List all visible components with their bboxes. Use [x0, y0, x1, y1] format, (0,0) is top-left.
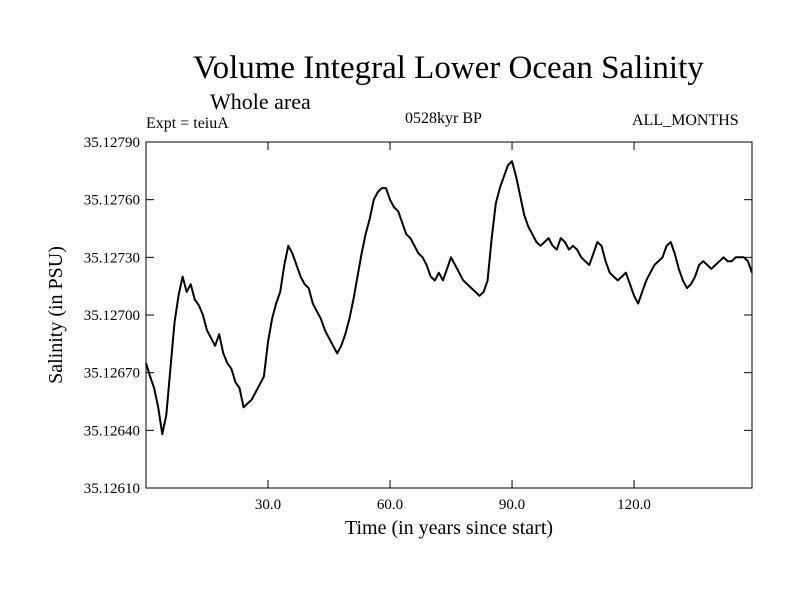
months-label: ALL_MONTHS: [632, 112, 739, 129]
y-axis-label: Salinity (in PSU): [45, 246, 67, 384]
x-tick-label: 90.0: [499, 497, 525, 513]
y-tick-label: 35.12640: [84, 423, 140, 439]
x-tick-label: 60.0: [377, 497, 403, 513]
y-tick-label: 35.12700: [84, 308, 140, 324]
y-tick-label: 35.12670: [84, 366, 140, 382]
period-label: 0528kyr BP: [405, 110, 482, 127]
y-tick-label: 35.12610: [84, 481, 140, 497]
x-axis-ticks: 30.0 60.0 90.0 120.0: [255, 142, 651, 513]
y-axis-ticks: 35.12610 35.12640 35.12670 35.12700 35.12730…: [84, 135, 752, 497]
plot-frame: [145, 141, 753, 489]
salinity-series-line: [145, 160, 753, 436]
x-axis-label: Time (in years since start): [345, 517, 553, 539]
x-tick-label: 30.0: [255, 497, 281, 513]
y-tick-label: 35.12790: [84, 135, 140, 151]
y-tick-label: 35.12760: [84, 193, 140, 209]
chart-title: Volume Integral Lower Ocean Salinity: [193, 50, 704, 86]
x-tick-label: 120.0: [617, 497, 651, 513]
experiment-label: Expt = teiuA: [146, 115, 229, 132]
chart-subtitle: Whole area: [210, 89, 311, 114]
y-tick-label: 35.12730: [84, 250, 140, 266]
